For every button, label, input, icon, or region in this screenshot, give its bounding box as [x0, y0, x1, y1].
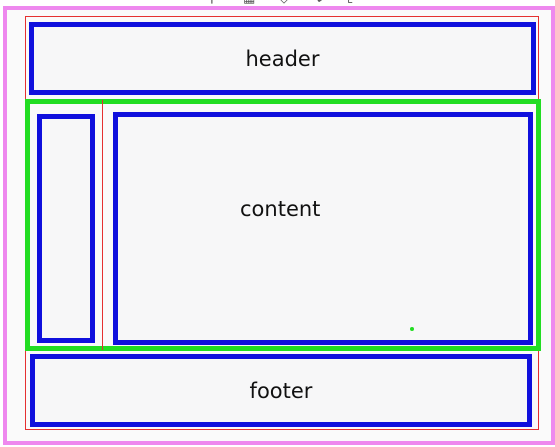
content-box[interactable]	[113, 112, 533, 345]
header-label: header	[245, 46, 320, 71]
footer-box[interactable]: footer	[30, 354, 532, 427]
content-label: content	[240, 197, 321, 221]
sidebar-divider	[102, 100, 103, 350]
brush-icon[interactable]: ✑	[545, 0, 555, 7]
search-icon[interactable]: ⚲	[207, 0, 217, 7]
trash-icon[interactable]: ▦	[243, 0, 255, 7]
cursor-dot	[410, 327, 414, 331]
footer-label: footer	[249, 378, 313, 403]
diamond-icon[interactable]: ◇	[279, 0, 289, 7]
pointer-icon[interactable]: ↯	[313, 0, 324, 7]
toolbar-strip: ⚲ ▦ ◇ ↯ ⌞ ✑	[0, 0, 555, 7]
crop-icon[interactable]: ⌞	[347, 0, 353, 7]
middle-section	[25, 99, 541, 351]
sidebar-box[interactable]	[37, 114, 95, 343]
header-box[interactable]: header	[29, 22, 536, 95]
